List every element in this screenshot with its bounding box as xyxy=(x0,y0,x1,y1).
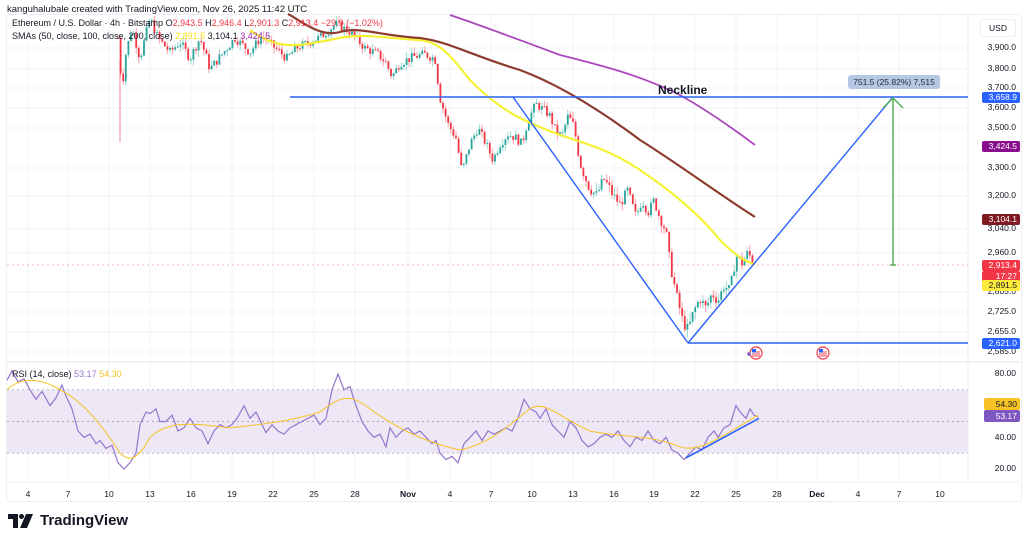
symbol-legend[interactable]: Ethereum / U.S. Dollar · 4h · Bitstamp O… xyxy=(12,18,383,28)
time-tick-label: 4 xyxy=(447,489,453,499)
us-flag-event-icon[interactable] xyxy=(749,346,763,360)
price-tag: 3,104.1 xyxy=(982,214,1020,225)
candlestick-series xyxy=(117,16,754,338)
price-tick-label: 2,960.0 xyxy=(987,247,1016,257)
tradingview-logo-icon xyxy=(8,513,33,528)
time-tick-label: 7 xyxy=(65,489,71,499)
sma200-value: 3,424.5 xyxy=(240,31,271,41)
time-tick-label: 13 xyxy=(145,489,155,499)
rsi-tag: 53.17 xyxy=(984,410,1020,422)
price-tick-label: 2,585.0 xyxy=(987,346,1016,356)
currency-button[interactable]: USD xyxy=(980,19,1016,37)
time-tick-label: 25 xyxy=(731,489,741,499)
price-tag: 2,913.4 xyxy=(982,260,1020,271)
low-value: 2,901.3 xyxy=(249,18,280,28)
neckline-label[interactable]: Neckline xyxy=(658,83,708,97)
time-tick-label: Dec xyxy=(809,489,825,499)
price-tag: 17:27 xyxy=(982,271,1020,282)
price-tick-label: 3,040.0 xyxy=(987,223,1016,233)
time-tick-label: 13 xyxy=(568,489,578,499)
high-value: 2,946.4 xyxy=(211,18,242,28)
price-tag: 3,424.5 xyxy=(982,141,1020,152)
sma100-value: 3,104.1 xyxy=(207,31,238,41)
rsi-tick-label: 20.00 xyxy=(994,463,1016,473)
rsi-tag: 54.30 xyxy=(984,398,1020,410)
time-tick-label: 7 xyxy=(488,489,494,499)
price-tick-label: 3,700.0 xyxy=(987,82,1016,92)
rsi-tick-label: 40.00 xyxy=(994,432,1016,442)
time-tick-label: 19 xyxy=(649,489,659,499)
time-tick-label: 25 xyxy=(309,489,319,499)
price-tag: 2,891.5 xyxy=(982,280,1020,291)
measure-tooltip: 751.5 (25.82%) 7,515 xyxy=(848,75,940,89)
chart-credit: kanguhalubale created with TradingView.c… xyxy=(7,4,308,15)
time-tick-label: 16 xyxy=(186,489,196,499)
time-tick-label: 28 xyxy=(772,489,782,499)
rsi-value: 53.17 xyxy=(74,369,97,379)
time-tick-label: 10 xyxy=(527,489,537,499)
rsi-label: RSI (14, close) xyxy=(12,369,72,379)
time-tick-label: 19 xyxy=(227,489,237,499)
tradingview-logo: TradingView xyxy=(8,512,128,529)
sma50-value: 2,891.5 xyxy=(175,31,206,41)
rsi-tick-label: 80.00 xyxy=(994,368,1016,378)
price-tick-label: 3,600.0 xyxy=(987,102,1016,112)
sma50-line xyxy=(249,29,756,266)
time-tick-label: 16 xyxy=(609,489,619,499)
time-tick-label: 4 xyxy=(25,489,31,499)
price-tag: 2,621.0 xyxy=(982,338,1020,349)
v-left-leg xyxy=(512,96,689,344)
open-value: 2,943.5 xyxy=(172,18,203,28)
time-tick-label: 28 xyxy=(350,489,360,499)
time-tick-label: 7 xyxy=(896,489,902,499)
price-tick-label: 3,300.0 xyxy=(987,162,1016,172)
rsi-trendline xyxy=(685,417,760,459)
rsi-legend[interactable]: RSI (14, close) 53.17 54.30 xyxy=(12,369,122,379)
time-tick-label: Nov xyxy=(399,489,417,499)
sma-label: SMAs (50, close, 100, close, 200, close) xyxy=(12,31,173,41)
close-value: 2,913.4 xyxy=(288,18,319,28)
us-flag-event-icon[interactable] xyxy=(816,346,830,360)
price-tick-label: 3,900.0 xyxy=(987,42,1016,52)
price-tick-label: 2,725.0 xyxy=(987,306,1016,316)
rsi-ma-line xyxy=(6,379,759,459)
price-tick-label: 3,500.0 xyxy=(987,122,1016,132)
time-tick-label: 22 xyxy=(690,489,700,499)
price-tick-label: 3,800.0 xyxy=(987,63,1016,73)
time-tick-label: 22 xyxy=(268,489,278,499)
symbol-name: Ethereum / U.S. Dollar · 4h · Bitstamp xyxy=(12,18,164,28)
price-tick-label: 3,200.0 xyxy=(987,190,1016,200)
v-right-leg xyxy=(687,96,894,344)
sma-legend[interactable]: SMAs (50, close, 100, close, 200, close)… xyxy=(12,31,270,41)
sma200-line xyxy=(449,14,756,146)
change-value: −29.9 (−1.02%) xyxy=(320,18,383,28)
time-tick-label: 10 xyxy=(104,489,114,499)
price-tag: 3,658.9 xyxy=(982,92,1020,103)
time-tick-label: 10 xyxy=(935,489,945,499)
rsi-ma-value: 54.30 xyxy=(99,369,122,379)
brand-name: TradingView xyxy=(40,512,129,529)
sma100-line xyxy=(287,13,756,218)
rsi-line xyxy=(6,369,759,470)
price-tick-label: 2,805.0 xyxy=(987,286,1016,296)
price-tick-label: 2,655.0 xyxy=(987,326,1016,336)
time-tick-label: 4 xyxy=(855,489,861,499)
